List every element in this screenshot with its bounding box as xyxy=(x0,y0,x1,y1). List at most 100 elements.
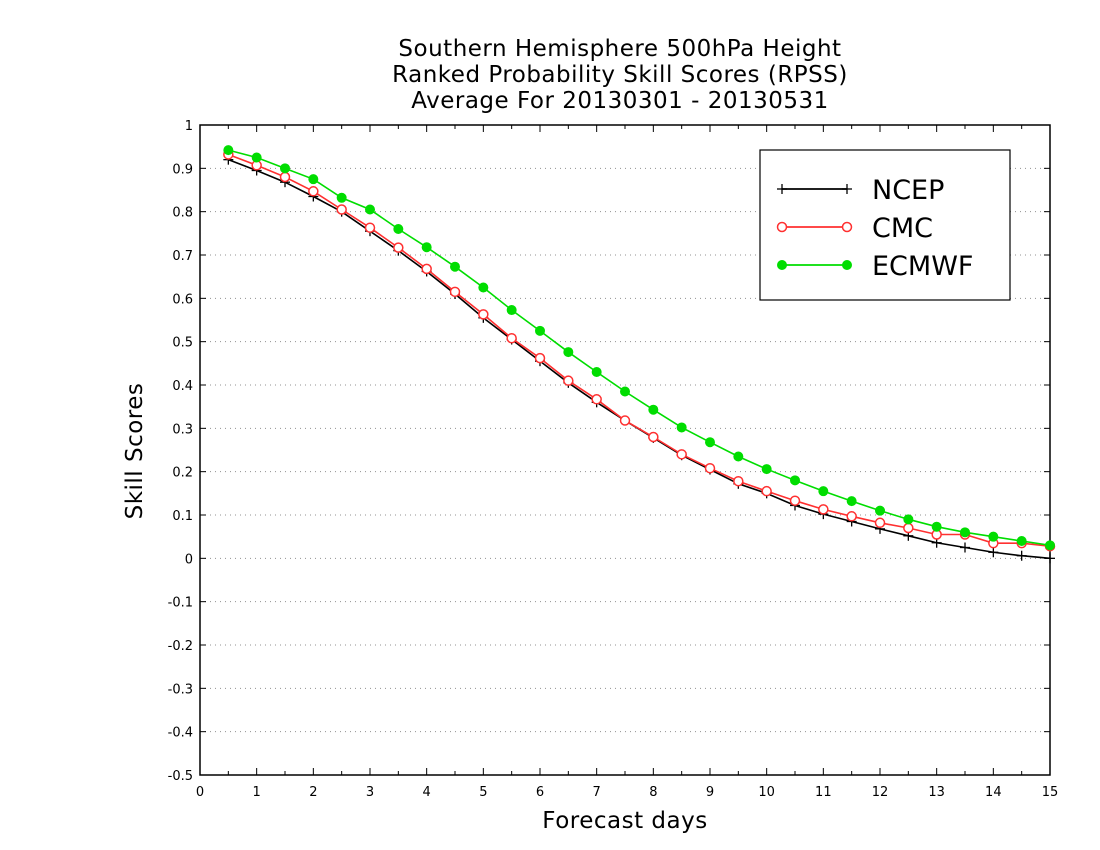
x-axis-label: Forecast days xyxy=(542,808,708,834)
data-point-cmc xyxy=(874,517,886,529)
data-point-ecmwf xyxy=(733,451,744,462)
y-tick-label: 0.5 xyxy=(172,336,193,351)
data-point-ecmwf xyxy=(620,386,630,397)
y-tick-label: -0.3 xyxy=(168,682,193,697)
data-point-ecmwf xyxy=(676,422,687,433)
y-tick-label: 0.6 xyxy=(172,292,193,307)
data-point-ecmwf xyxy=(790,475,800,486)
data-point-cmc xyxy=(818,504,829,515)
chart-title-line-1: Southern Hemisphere 500hPa Height xyxy=(398,36,842,62)
data-point-cmc xyxy=(903,522,914,534)
data-point-ecmwf xyxy=(903,514,914,525)
y-tick-label: 0 xyxy=(185,552,193,567)
data-point-ecmwf xyxy=(478,282,489,293)
y-tick-label: -0.5 xyxy=(168,769,193,784)
data-point-cmc xyxy=(591,394,602,405)
data-point-cmc xyxy=(421,263,432,275)
data-point-ecmwf xyxy=(846,496,857,507)
data-point-cmc xyxy=(506,332,517,344)
y-tick-label: 0.3 xyxy=(172,422,193,437)
x-tick-label: 11 xyxy=(815,785,832,800)
y-tick-label: 0.1 xyxy=(172,509,193,524)
data-point-ecmwf xyxy=(591,367,602,377)
data-point-cmc xyxy=(619,415,631,426)
data-point-cmc xyxy=(733,475,744,487)
y-tick-label: -0.2 xyxy=(168,639,193,654)
y-axis-label: Skill Scores xyxy=(122,382,148,520)
chart-title-line-2: Ranked Probability Skill Scores (RPSS) xyxy=(392,62,848,88)
data-point-ecmwf xyxy=(705,437,715,448)
data-point-cmc xyxy=(534,352,546,364)
y-tick-label: -0.4 xyxy=(168,726,193,741)
data-point-ecmwf xyxy=(506,305,517,316)
data-point-cmc xyxy=(336,204,347,215)
data-point-ecmwf xyxy=(818,486,829,497)
data-point-ecmwf xyxy=(223,145,234,156)
legend-label-ncep: NCEP xyxy=(872,175,944,206)
data-point-ecmwf xyxy=(535,325,545,336)
data-point-cmc xyxy=(563,375,574,386)
data-point-ecmwf xyxy=(251,152,262,163)
data-point-ecmwf xyxy=(988,531,999,542)
x-tick-label: 8 xyxy=(649,785,657,800)
y-tick-label: 0.9 xyxy=(172,162,193,177)
data-point-ecmwf xyxy=(450,261,460,272)
data-point-ecmwf xyxy=(960,527,970,538)
x-tick-label: 7 xyxy=(593,785,601,800)
data-point-ecmwf xyxy=(308,174,319,185)
series-cmc xyxy=(223,149,1056,552)
x-tick-label: 14 xyxy=(985,785,1002,800)
y-tick-label: 0.8 xyxy=(172,206,193,221)
data-point-ecmwf xyxy=(563,347,574,358)
legend: NCEP CMC ECMWF xyxy=(759,149,1011,301)
data-point-ecmwf xyxy=(336,192,347,203)
legend-marker-ecmwf xyxy=(777,260,787,270)
data-point-cmc xyxy=(676,449,687,460)
data-point-ecmwf xyxy=(421,242,432,253)
data-point-ncep xyxy=(1045,553,1055,564)
legend-marker-ncep xyxy=(777,184,787,194)
data-point-cmc xyxy=(393,242,404,253)
x-tick-label: 12 xyxy=(872,785,889,800)
x-tick-label: 0 xyxy=(196,785,204,800)
data-point-ncep xyxy=(1016,550,1027,561)
data-point-ecmwf xyxy=(931,521,942,532)
x-tick-label: 6 xyxy=(536,785,544,800)
y-tick-label: 0.4 xyxy=(172,379,193,394)
legend-box xyxy=(759,149,1011,301)
data-point-cmc xyxy=(761,485,772,497)
data-point-ecmwf xyxy=(875,505,885,516)
data-point-ecmwf xyxy=(365,204,375,215)
data-point-ecmwf xyxy=(1045,540,1055,551)
data-point-ecmwf xyxy=(280,163,290,174)
x-tick-label: 2 xyxy=(309,785,317,800)
y-tick-label: 0.2 xyxy=(172,466,193,481)
x-tick-label: 4 xyxy=(423,785,431,800)
data-point-cmc xyxy=(648,431,659,443)
x-tick-label: 13 xyxy=(928,785,945,800)
legend-label-cmc: CMC xyxy=(872,213,933,244)
legend-marker-ncep xyxy=(842,184,852,194)
data-point-ecmwf xyxy=(648,404,659,415)
data-point-ncep xyxy=(960,542,970,553)
legend-label-ecmwf: ECMWF xyxy=(872,251,973,282)
data-point-cmc xyxy=(279,171,291,183)
y-tick-label: 1 xyxy=(185,119,193,134)
legend-marker-cmc xyxy=(841,221,853,233)
data-point-ncep xyxy=(988,547,999,558)
x-tick-label: 3 xyxy=(366,785,374,800)
x-tick-label: 9 xyxy=(706,785,714,800)
data-point-cmc xyxy=(308,186,319,197)
data-point-ecmwf xyxy=(1016,536,1027,546)
data-point-cmc xyxy=(789,495,801,506)
data-point-cmc xyxy=(449,286,461,298)
legend-marker-ecmwf xyxy=(842,260,852,270)
y-tick-label: 0.7 xyxy=(172,249,193,264)
x-tick-label: 5 xyxy=(479,785,487,800)
legend-marker-cmc xyxy=(776,221,788,233)
data-point-ecmwf xyxy=(761,464,772,475)
x-tick-label: 1 xyxy=(253,785,261,800)
data-point-cmc xyxy=(846,511,857,522)
y-tick-label: -0.1 xyxy=(168,596,193,611)
